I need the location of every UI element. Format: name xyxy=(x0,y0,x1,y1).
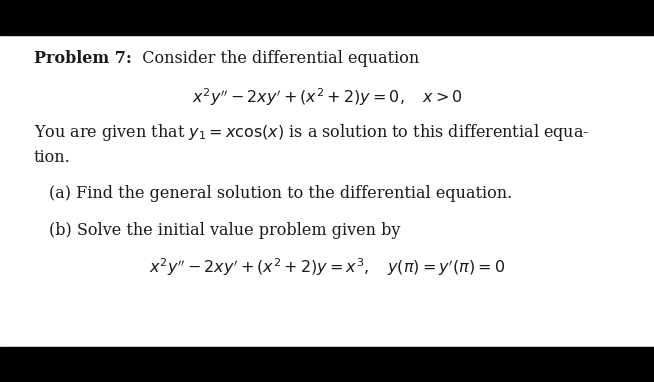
Text: Problem 7:: Problem 7: xyxy=(34,50,132,67)
Text: (b) Solve the initial value problem given by: (b) Solve the initial value problem give… xyxy=(49,222,400,239)
Text: You are given that $y_1 = x\cos(x)$ is a solution to this differential equa-: You are given that $y_1 = x\cos(x)$ is a… xyxy=(34,122,589,143)
Bar xyxy=(0,347,654,382)
Text: tion.: tion. xyxy=(34,149,71,166)
Text: $x^2y'' - 2xy' + (x^2 + 2)y = x^3, \quad y(\pi) = y'(\pi) = 0$: $x^2y'' - 2xy' + (x^2 + 2)y = x^3, \quad… xyxy=(149,256,505,278)
Text: Consider the differential equation: Consider the differential equation xyxy=(132,50,419,67)
Text: (a) Find the general solution to the differential equation.: (a) Find the general solution to the dif… xyxy=(49,185,512,202)
Text: $x^2y'' - 2xy' + (x^2 + 2)y = 0, \quad x > 0$: $x^2y'' - 2xy' + (x^2 + 2)y = 0, \quad x… xyxy=(192,86,462,108)
Bar xyxy=(0,0,654,35)
